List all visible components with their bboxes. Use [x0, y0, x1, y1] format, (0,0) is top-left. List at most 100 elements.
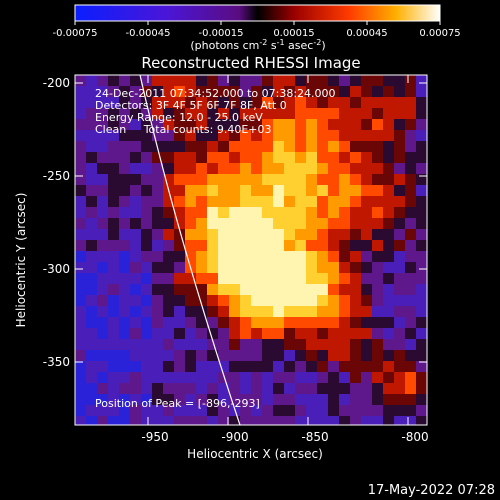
- image-pixel: [86, 306, 98, 318]
- image-pixel: [262, 262, 274, 274]
- image-pixel: [284, 108, 296, 120]
- image-pixel: [372, 108, 384, 120]
- image-pixel: [185, 163, 197, 175]
- image-pixel: [207, 152, 219, 164]
- image-pixel: [295, 317, 307, 329]
- image-pixel: [196, 251, 208, 263]
- image-pixel: [328, 317, 340, 329]
- image-pixel: [361, 119, 373, 131]
- image-pixel: [207, 383, 219, 395]
- image-pixel: [284, 284, 296, 296]
- info-time: 24-Dec-2011 07:34:52.000 to 07:38:24.000: [95, 87, 336, 100]
- image-pixel: [339, 97, 351, 109]
- image-pixel: [163, 339, 175, 351]
- image-pixel: [361, 141, 373, 153]
- image-pixel: [383, 394, 395, 406]
- image-pixel: [350, 328, 362, 340]
- image-pixel: [196, 108, 208, 120]
- image-pixel: [383, 185, 395, 197]
- image-pixel: [119, 108, 131, 120]
- image-pixel: [130, 416, 142, 425]
- image-pixel: [174, 372, 186, 384]
- image-pixel: [207, 86, 219, 98]
- image-pixel: [350, 97, 362, 109]
- image-pixel: [295, 207, 307, 219]
- image-pixel: [350, 75, 362, 87]
- image-pixel: [372, 339, 384, 351]
- image-pixel: [306, 273, 318, 285]
- image-pixel: [185, 284, 197, 296]
- image-pixel: [317, 152, 329, 164]
- image-pixel: [119, 196, 131, 208]
- image-pixel: [306, 361, 318, 373]
- image-pixel: [141, 119, 153, 131]
- image-pixel: [361, 108, 373, 120]
- image-pixel: [108, 339, 120, 351]
- image-pixel: [405, 372, 417, 384]
- image-pixel: [328, 141, 340, 153]
- y-tick-label: -200: [43, 76, 70, 90]
- image-pixel: [108, 350, 120, 362]
- image-pixel: [163, 152, 175, 164]
- info-block: 24-Dec-2011 07:34:52.000 to 07:38:24.000…: [95, 87, 336, 136]
- image-pixel: [119, 174, 131, 186]
- image-pixel: [218, 251, 230, 263]
- image-pixel: [86, 174, 98, 186]
- image-pixel: [75, 273, 87, 285]
- image-pixel: [185, 141, 197, 153]
- image-pixel: [372, 295, 384, 307]
- image-pixel: [251, 218, 263, 230]
- image-pixel: [130, 273, 142, 285]
- image-pixel: [306, 130, 318, 142]
- image-pixel: [350, 251, 362, 263]
- image-pixel: [97, 218, 109, 230]
- image-pixel: [163, 306, 175, 318]
- image-pixel: [174, 86, 186, 98]
- image-pixel: [119, 86, 131, 98]
- image-pixel: [108, 284, 120, 296]
- image-pixel: [295, 141, 307, 153]
- image-pixel: [141, 185, 153, 197]
- image-pixel: [295, 119, 307, 131]
- image-pixel: [130, 251, 142, 263]
- image-pixel: [86, 229, 98, 241]
- image-pixel: [394, 295, 406, 307]
- image-pixel: [152, 262, 164, 274]
- image-pixel: [218, 141, 230, 153]
- image-pixel: [284, 185, 296, 197]
- image-pixel: [75, 383, 87, 395]
- image-pixel: [130, 339, 142, 351]
- image-pixel: [361, 130, 373, 142]
- image-pixel: [218, 174, 230, 186]
- image-pixel: [97, 141, 109, 153]
- image-pixel: [130, 262, 142, 274]
- image-pixel: [262, 152, 274, 164]
- image-pixel: [196, 284, 208, 296]
- image-pixel: [328, 273, 340, 285]
- image-pixel: [405, 339, 417, 351]
- image-pixel: [196, 152, 208, 164]
- image-pixel: [207, 174, 219, 186]
- image-pixel: [97, 262, 109, 274]
- image-pixel: [405, 416, 417, 425]
- image-pixel: [416, 218, 427, 230]
- image-pixel: [130, 207, 142, 219]
- image-pixel: [196, 141, 208, 153]
- image-pixel: [108, 163, 120, 175]
- image-pixel: [174, 196, 186, 208]
- image-pixel: [273, 75, 285, 87]
- image-pixel: [306, 97, 318, 109]
- image-pixel: [251, 262, 263, 274]
- image-pixel: [163, 218, 175, 230]
- image-pixel: [141, 405, 153, 417]
- image-pixel: [229, 163, 241, 175]
- image-pixel: [405, 174, 417, 186]
- image-pixel: [284, 328, 296, 340]
- image-pixel: [185, 130, 197, 142]
- image-pixel: [207, 185, 219, 197]
- image-pixel: [97, 174, 109, 186]
- image-pixel: [108, 207, 120, 219]
- image-pixel: [240, 108, 252, 120]
- image-pixel: [75, 416, 87, 425]
- image-pixel: [273, 295, 285, 307]
